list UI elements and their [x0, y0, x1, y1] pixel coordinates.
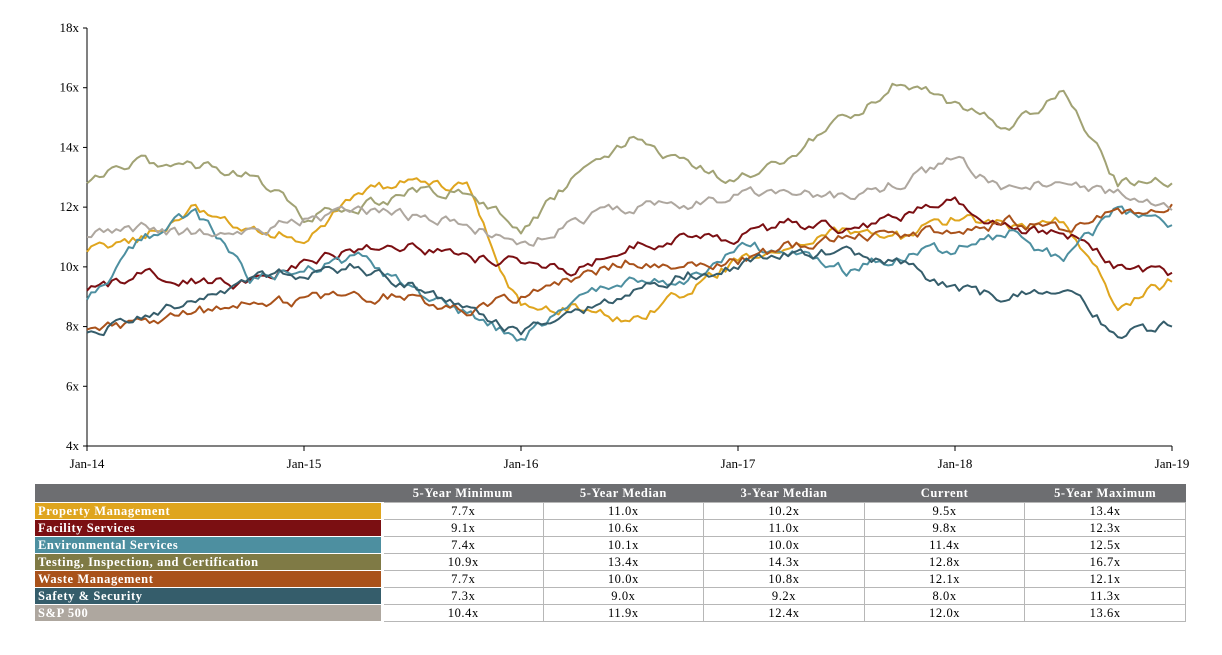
series-line-s-p-500 [86, 155, 1173, 247]
table-cell: 12.1x [863, 570, 1026, 588]
chart-series [86, 82, 1173, 342]
table-cell: 9.5x [863, 502, 1026, 520]
y-tick-label: 10x [60, 259, 80, 274]
y-tick-label: 4x [66, 438, 80, 453]
table-header-5yr-min: 5-Year Minimum [382, 484, 544, 503]
table-cell: 16.7x [1024, 553, 1186, 571]
table-cell: 14.3x [703, 553, 865, 571]
y-tick-label: 16x [60, 80, 80, 95]
table-cell: 11.9x [542, 604, 705, 622]
chart-axes: 4x 6x 8x 10x 12x 14x 16x 18x Jan-14 Jan-15 Jan-16 J… [60, 20, 1190, 471]
table-cell: 12.0x [863, 604, 1026, 622]
table-header-current: Current [864, 484, 1025, 503]
table-cell: 10.0x [542, 570, 705, 588]
y-tick-label: 18x [60, 20, 80, 35]
table-cell: 12.8x [863, 553, 1026, 571]
table-cell: 9.2x [703, 587, 865, 605]
y-tick-label: 8x [66, 319, 80, 334]
x-tick-label: Jan-14 [70, 456, 105, 471]
table-cell: 7.7x [382, 570, 544, 588]
table-header-blank [34, 484, 383, 503]
y-tick-label: 14x [60, 139, 80, 154]
line-chart: 4x 6x 8x 10x 12x 14x 16x 18x Jan-14 Jan-15 Jan-16 J… [60, 20, 1190, 471]
table-header-5yr-median: 5-Year Median [543, 484, 704, 503]
row-label: S&P 500 [34, 604, 384, 622]
x-tick-label: Jan-15 [287, 456, 322, 471]
table-row: Testing, Inspection, and Certification 10… [34, 553, 1186, 571]
x-tick-label: Jan-19 [1155, 456, 1190, 471]
series-line-safety-security [86, 245, 1173, 339]
row-label: Testing, Inspection, and Certification [34, 553, 384, 571]
row-label: Property Management [34, 502, 384, 520]
y-tick-label: 6x [66, 378, 80, 393]
table-cell: 10.9x [382, 553, 544, 571]
table-cell: 12.1x [1024, 570, 1186, 588]
table-row: Safety & Security 7.3x 9.0x 9.2x 8.0x 11.3x [34, 587, 1186, 605]
table-cell: 7.4x [382, 536, 544, 554]
table-cell: 10.4x [382, 604, 544, 622]
table-cell: 7.3x [382, 587, 544, 605]
table-cell: 13.6x [1024, 604, 1186, 622]
series-line-testing-inspection-and-certification [86, 82, 1173, 235]
table-row: Waste Management 7.7x 10.0x 10.8x 12.1x 12.1x [34, 570, 1186, 588]
x-tick-label: Jan-16 [504, 456, 539, 471]
table-cell: 9.0x [542, 587, 705, 605]
table-cell: 12.4x [703, 604, 865, 622]
table-cell: 9.8x [863, 519, 1026, 537]
table-cell: 7.7x [382, 502, 544, 520]
table-cell: 8.0x [863, 587, 1026, 605]
table-cell: 11.4x [863, 536, 1026, 554]
row-label: Environmental Services [34, 536, 384, 554]
table-cell: 11.3x [1024, 587, 1186, 605]
table-cell: 12.3x [1024, 519, 1186, 537]
table-row: Property Management 7.7x 11.0x 10.2x 9.5x 13.… [34, 502, 1186, 520]
table-cell: 11.0x [542, 502, 705, 520]
table-cell: 10.8x [703, 570, 865, 588]
table-row: Facility Services 9.1x 10.6x 11.0x 9.8x 12.3x [34, 519, 1186, 537]
row-label: Safety & Security [34, 587, 384, 605]
table-header-row: 5-Year Minimum 5-Year Median 3-Year Medi… [34, 484, 1186, 503]
table-header-5yr-max: 5-Year Maximum [1024, 484, 1186, 503]
y-tick-label: 12x [60, 199, 80, 214]
table-cell: 10.1x [542, 536, 705, 554]
series-line-waste-management [86, 203, 1173, 332]
table-cell: 10.6x [542, 519, 705, 537]
table-cell: 10.2x [703, 502, 865, 520]
table-cell: 9.1x [382, 519, 544, 537]
table-row: Environmental Services 7.4x 10.1x 10.0x 11.4… [34, 536, 1186, 554]
table-header-3yr-median: 3-Year Median [703, 484, 865, 503]
row-label: Facility Services [34, 519, 384, 537]
table-body: Property Management 7.7x 11.0x 10.2x 9.5x 13.… [34, 502, 1186, 622]
x-tick-label: Jan-18 [938, 456, 973, 471]
table-cell: 13.4x [1024, 502, 1186, 520]
table-cell: 10.0x [703, 536, 865, 554]
multiples-table: 5-Year Minimum 5-Year Median 3-Year Medi… [34, 484, 1186, 622]
table-cell: 12.5x [1024, 536, 1186, 554]
table-row: S&P 500 10.4x 11.9x 12.4x 12.0x 13.6x [34, 604, 1186, 622]
table-cell: 13.4x [542, 553, 705, 571]
row-label: Waste Management [34, 570, 384, 588]
x-tick-label: Jan-17 [721, 456, 756, 471]
table-cell: 11.0x [703, 519, 865, 537]
